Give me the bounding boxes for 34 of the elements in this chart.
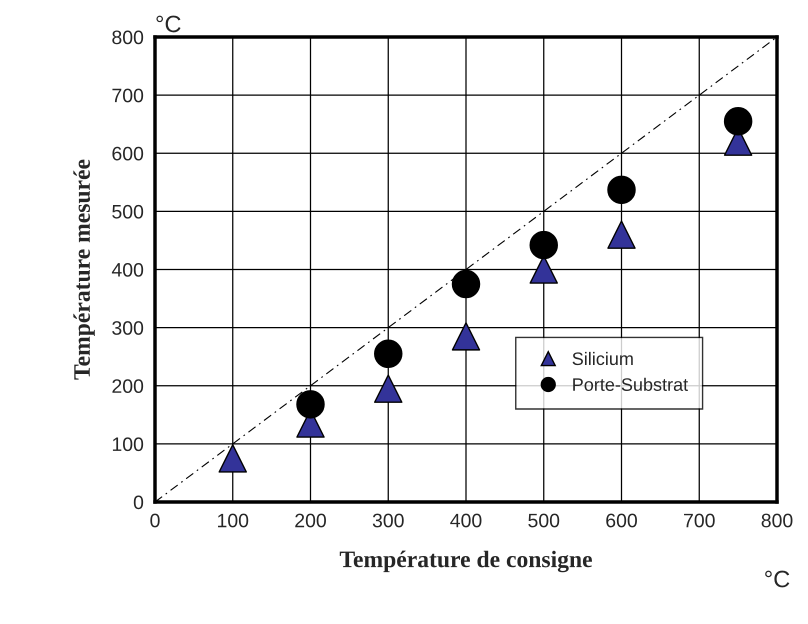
legend-label: Silicium	[572, 352, 633, 366]
x-tick-label: 0	[150, 514, 160, 528]
point	[218, 444, 247, 473]
x-tick-label: 100	[218, 514, 248, 528]
x-axis-title: Température de consigne	[340, 550, 592, 572]
x-tick-label: 300	[372, 514, 404, 528]
y-tick-label: 0	[134, 495, 144, 510]
point	[607, 220, 636, 249]
y-tick-label: 400	[112, 262, 144, 277]
legend-label: Porte-Substrat	[573, 378, 688, 391]
text: °C	[156, 16, 181, 32]
x-tick-label: 500	[528, 514, 560, 528]
text: °C	[765, 570, 790, 588]
point	[296, 390, 325, 419]
y-tick-label: 600	[112, 146, 144, 160]
x-tick-label: 800	[762, 514, 792, 528]
y-tick-label: 100	[112, 437, 144, 452]
y-tick-label: 800	[112, 30, 144, 44]
x-tick-label: 200	[295, 514, 326, 528]
x-tick-label: 600	[606, 514, 637, 528]
point	[452, 322, 480, 351]
y-tick-label: 700	[112, 88, 144, 102]
point	[724, 107, 752, 136]
point	[530, 230, 558, 260]
y-axis-title: Température mesurée	[73, 160, 95, 380]
point	[452, 270, 480, 298]
y-tick-label: 200	[112, 379, 144, 393]
point	[374, 374, 402, 403]
point	[607, 176, 636, 204]
y-tick-label: 500	[112, 204, 144, 219]
point	[374, 340, 402, 368]
x-tick-label: 400	[450, 514, 482, 528]
y-tick-label: 300	[112, 321, 144, 335]
x-tick-label: 700	[684, 514, 715, 528]
